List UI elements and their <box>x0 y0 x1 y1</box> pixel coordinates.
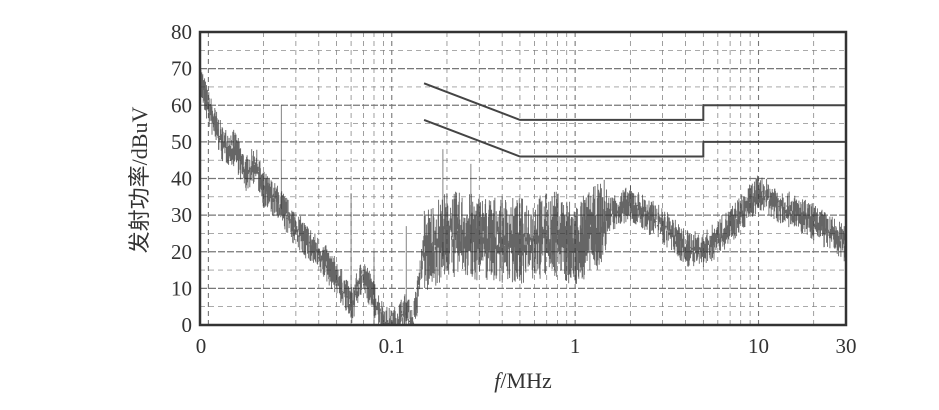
x-tick-label: 0 <box>196 334 207 358</box>
y-tick-label: 0 <box>182 313 193 337</box>
y-tick-label: 60 <box>171 93 192 117</box>
y-tick-label: 20 <box>171 240 192 264</box>
y-tick-label: 30 <box>171 203 192 227</box>
x-tick-label: 30 <box>836 334 857 358</box>
x-axis-label: f/MHz <box>494 368 552 393</box>
x-tick-label: 1 <box>570 334 581 358</box>
x-tick-label: 10 <box>748 334 769 358</box>
y-tick-label: 80 <box>171 20 192 44</box>
emission-trace <box>199 69 847 325</box>
x-tick-label: 0.1 <box>379 334 405 358</box>
y-tick-label: 70 <box>171 57 192 81</box>
y-tick-label: 10 <box>171 276 192 300</box>
y-axis-label: 发射功率/dBuV <box>127 107 152 254</box>
limit-line <box>423 118 846 158</box>
y-tick-label: 40 <box>171 167 192 191</box>
limit-line <box>423 82 846 121</box>
y-tick-label: 50 <box>171 130 192 154</box>
plot-frame <box>198 30 848 327</box>
